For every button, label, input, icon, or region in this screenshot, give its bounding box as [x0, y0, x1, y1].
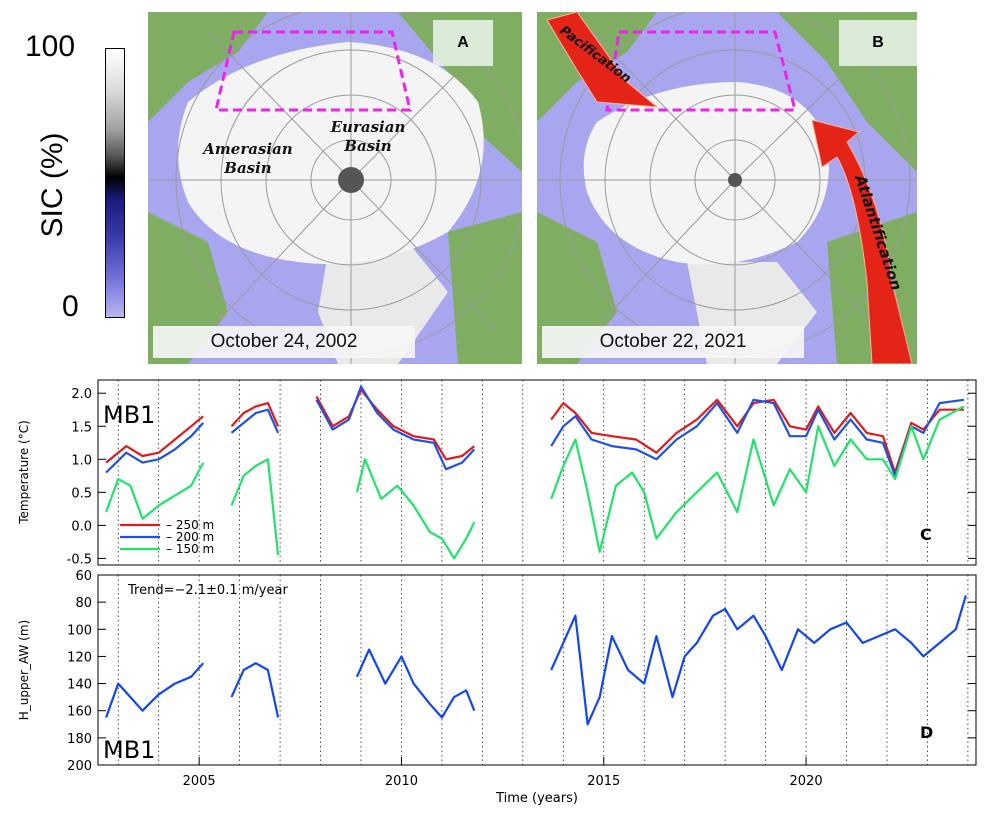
depth-y-tick-label: 80 [75, 596, 92, 611]
depth-y-tick-label: 160 [67, 705, 92, 720]
date-box-b: October 22, 2021 [542, 326, 804, 358]
temperature-y-tick-label: 0.5 [71, 486, 92, 501]
temperature-y-ticks: 2.0 1.5 1.0 0.5 0.0 -0.5 [67, 387, 976, 567]
temperature-station-label: MB1 [103, 401, 155, 429]
temperature-panel: 2.0 1.5 1.0 0.5 0.0 -0.5 MB1 C Temperature (°… [17, 379, 977, 567]
eurasian-basin-word: Basin [344, 137, 392, 155]
time-x-tick-label: 2005 [183, 774, 216, 789]
depth-y-tick-label: 60 [75, 569, 92, 584]
trend-annotation: Trend=−2.1±0.1 m/year [127, 583, 288, 598]
depth-series-line [230, 662, 280, 718]
depth-y-tick-label: 140 [67, 678, 92, 693]
sic-colorbar [105, 48, 125, 318]
depth-y-ticks: 60 80 100 120 140 160 180 200 [67, 569, 976, 774]
depth-axis-label: H_upper_AW (m) [17, 620, 31, 720]
panel-letter-d: D [920, 723, 933, 742]
depth-station-label: MB1 [103, 736, 155, 764]
amerasian-basin-word: Basin [224, 159, 272, 177]
eurasian-label: Eurasian [330, 118, 406, 136]
depth-y-tick-label: 120 [67, 650, 92, 665]
depth-series-lines [105, 595, 967, 726]
panel-letter-a: A [433, 20, 493, 66]
legend-label: – 250 m [166, 518, 214, 532]
depth-series-line [105, 662, 205, 718]
time-x-tick-label: 2010 [385, 774, 418, 789]
time-x-tick-label: 2020 [790, 774, 823, 789]
depth-y-tick-label: 200 [67, 759, 92, 774]
arctic-map-b: Pacification Atlantification [537, 12, 917, 364]
atlantification-arrow [811, 119, 913, 364]
temperature-series-line [230, 408, 280, 434]
temperature-y-tick-label: 2.0 [71, 387, 92, 402]
map-panel-b: Pacification Atlantification B October 2… [537, 12, 917, 364]
depth-series-line [355, 648, 476, 719]
amerasian-basin-label: Amerasian Basin [193, 140, 303, 178]
depth-series-line [550, 595, 967, 726]
temperature-series-line [105, 462, 205, 520]
time-x-ticks: 2005 2010 2015 2020 [183, 757, 823, 789]
temperature-series-lines [105, 385, 965, 560]
depth-panel: 60 80 100 120 140 160 180 200 Trend=−2.1±0.1 m/… [17, 569, 977, 806]
depth-plot-frame [97, 574, 977, 766]
temperature-y-tick-label: 1.0 [71, 453, 92, 468]
legend-label: – 200 m [166, 530, 214, 544]
timeseries-chart: 2.0 1.5 1.0 0.5 0.0 -0.5 MB1 C Temperature (°… [17, 379, 977, 806]
temperature-series-line [315, 388, 475, 461]
legend-label: – 150 m [166, 542, 214, 556]
map-panel-a: A Amerasian Basin Eurasian Basin October 2… [148, 12, 522, 364]
panel-letter-b: B [839, 20, 917, 66]
eurasian-basin-label: Eurasian Basin [318, 118, 418, 156]
pacification-arrow [546, 12, 659, 108]
time-x-tick-label: 2015 [587, 774, 620, 789]
temperature-series-line [230, 458, 280, 556]
colorbar-max-label: 100 [25, 30, 76, 63]
depth-year-grid [117, 575, 969, 765]
temperature-series-line [230, 401, 280, 428]
temperature-series-line [315, 385, 476, 471]
panel-letter-c: C [920, 525, 932, 544]
colorbar-min-label: 0 [62, 290, 79, 323]
region-box-a [214, 30, 412, 112]
temperature-series-line [105, 415, 204, 464]
temperature-axis-label: Temperature (°C) [17, 420, 31, 525]
date-box-a: October 24, 2002 [153, 326, 415, 358]
temperature-series-line [355, 458, 476, 560]
depth-y-tick-label: 100 [67, 623, 92, 638]
amerasian-label: Amerasian [203, 140, 293, 158]
temperature-series-line [105, 422, 205, 474]
temperature-y-tick-label: 0.0 [71, 519, 92, 534]
temperature-y-tick-label: -0.5 [67, 552, 92, 567]
time-axis-label: Time (years) [495, 791, 578, 806]
depth-y-tick-label: 180 [67, 732, 92, 747]
temperature-y-tick-label: 1.5 [71, 420, 92, 435]
temperature-series-line [550, 405, 965, 553]
temperature-legend: – 250 m– 200 m– 150 m [120, 518, 214, 556]
temperature-plot-frame [97, 379, 977, 566]
temperature-year-grid [117, 380, 969, 565]
colorbar-axis-label: SIC (%) [36, 132, 69, 238]
